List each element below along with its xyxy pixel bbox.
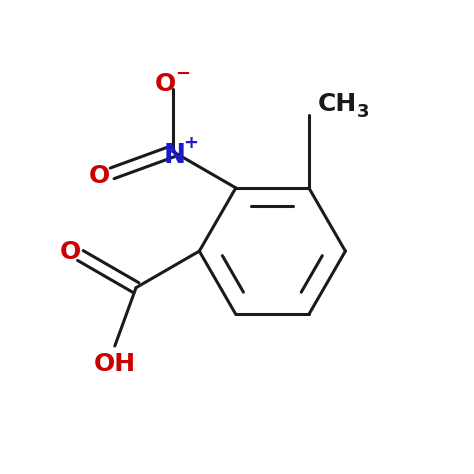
Text: O: O [155, 72, 176, 96]
Text: N: N [164, 143, 186, 169]
Text: −: − [175, 65, 191, 83]
Text: CH: CH [318, 92, 357, 117]
Text: +: + [183, 134, 198, 152]
Text: OH: OH [94, 352, 136, 376]
Text: O: O [59, 240, 81, 264]
Text: O: O [88, 164, 109, 188]
Text: 3: 3 [357, 103, 369, 121]
